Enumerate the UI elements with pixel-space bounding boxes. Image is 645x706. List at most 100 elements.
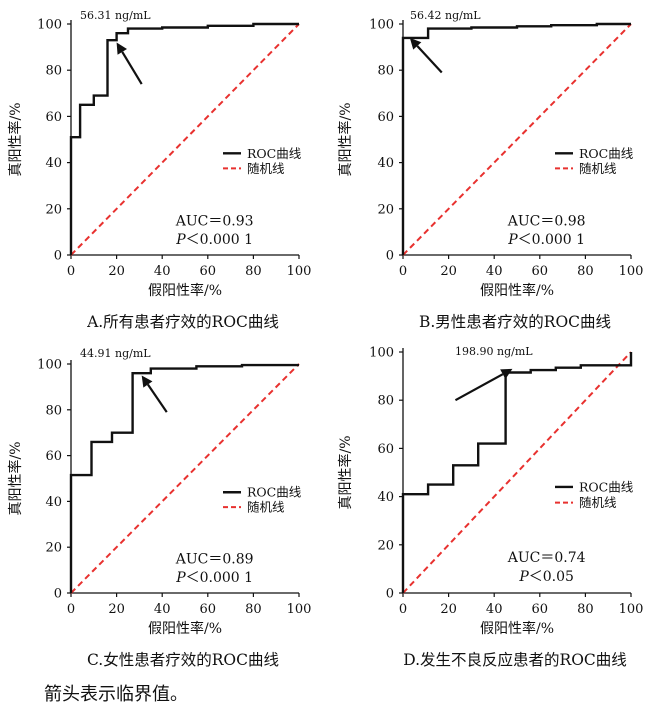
y-tick-label: 0 (386, 587, 394, 602)
p-value: P＜0.000 1 (175, 232, 253, 248)
y-tick-label: 100 (37, 18, 62, 33)
legend-roc-label: ROC曲线 (247, 485, 302, 500)
x-tick-label: 40 (154, 602, 171, 617)
threshold-arrow-shaft (416, 45, 443, 74)
x-axis-label: 假阳性率/% (148, 282, 222, 299)
threshold-label: 56.42 ng/mL (410, 9, 481, 22)
y-tick-label: 100 (369, 18, 394, 33)
x-tick-label: 20 (440, 264, 457, 279)
p-symbol: P (518, 569, 529, 585)
roc-curve (69, 22, 299, 255)
roc-panel-c: 0 20 40 60 80 100 0 20 40 60 80 100 假阳性率/% 真阳性率/% ROC曲… (7, 347, 312, 669)
x-tick-label: 0 (67, 602, 75, 617)
x-axis-label: 假阳性率/% (480, 620, 554, 637)
panel-caption: D.发生不良反应患者的ROC曲线 (403, 650, 627, 669)
y-tick-label: 60 (45, 449, 62, 464)
threshold-arrow-shaft (146, 383, 168, 413)
legend-roc-label: ROC曲线 (579, 146, 634, 161)
y-tick-label: 20 (45, 202, 62, 217)
x-tick-label: 40 (154, 264, 171, 279)
threshold-arrow-head (141, 375, 153, 388)
legend-roc-label: ROC曲线 (579, 479, 634, 494)
x-tick-label: 80 (577, 602, 594, 617)
x-tick-label: 60 (200, 264, 217, 279)
y-tick-label: 60 (377, 110, 394, 125)
roc-panel-b: 0 20 40 60 80 100 0 20 40 60 80 100 假阳性率/% 真阳性率/% ROC曲… (337, 9, 644, 331)
auc-value: AUC＝0.74 (507, 550, 586, 566)
random-line (70, 23, 300, 256)
x-axis-label: 假阳性率/% (480, 282, 554, 299)
x-tick-label: 20 (108, 264, 125, 279)
roc-panel-d: 0 20 40 60 80 100 0 20 40 60 80 100 假阳性率/% 真阳性率/% ROC曲… (337, 345, 644, 669)
threshold-arrow-head (116, 42, 127, 55)
p-value: P＜0.05 (518, 569, 574, 585)
threshold-arrow-shaft (121, 51, 143, 85)
legend-random-label: 随机线 (579, 161, 617, 176)
x-tick-label: 100 (619, 264, 644, 279)
x-tick-label: 100 (287, 264, 312, 279)
x-tick-label: 40 (486, 264, 503, 279)
y-tick-label: 100 (37, 358, 62, 373)
x-tick-label: 60 (200, 602, 217, 617)
threshold-arrow-shaft (454, 373, 504, 402)
auc-value: AUC＝0.89 (175, 552, 254, 568)
y-tick-label: 40 (45, 495, 62, 510)
legend-random-label: 随机线 (247, 500, 285, 515)
y-tick-label: 20 (45, 541, 62, 556)
p-value-text: ＜0.000 1 (518, 232, 585, 248)
threshold-arrow-head (500, 368, 513, 379)
x-tick-label: 80 (577, 264, 594, 279)
roc-curve (69, 363, 299, 593)
y-tick-label: 80 (377, 394, 394, 409)
x-tick-label: 0 (399, 602, 407, 617)
auc-value: AUC＝0.98 (507, 213, 586, 229)
x-tick-label: 20 (108, 602, 125, 617)
y-tick-label: 0 (54, 249, 62, 264)
y-axis-label: 真阳性率/% (337, 102, 354, 176)
panel-caption: C.女性患者疗效的ROC曲线 (87, 650, 279, 669)
panel-caption: A.所有患者疗效的ROC曲线 (86, 313, 279, 331)
y-tick-label: 80 (45, 403, 62, 418)
x-axis-label: 假阳性率/% (148, 620, 222, 637)
p-symbol: P (507, 232, 518, 248)
x-tick-label: 60 (532, 264, 549, 279)
y-tick-label: 40 (377, 490, 394, 505)
p-symbol: P (175, 570, 186, 586)
y-tick-label: 60 (377, 442, 394, 457)
x-tick-label: 20 (440, 602, 457, 617)
y-tick-label: 40 (45, 156, 62, 171)
random-line (402, 351, 632, 594)
p-value: P＜0.000 1 (175, 570, 253, 586)
threshold-label: 198.90 ng/mL (455, 345, 533, 358)
y-tick-label: 100 (369, 346, 394, 361)
x-tick-label: 80 (245, 264, 262, 279)
p-value-text: ＜0.05 (529, 569, 574, 585)
threshold-label: 56.31 ng/mL (80, 9, 151, 22)
x-tick-label: 0 (67, 264, 75, 279)
threshold-arrow-head (409, 37, 422, 50)
roc-curve (401, 22, 631, 255)
x-tick-label: 100 (287, 602, 312, 617)
y-axis-label: 真阳性率/% (7, 441, 24, 515)
y-tick-label: 60 (45, 110, 62, 125)
x-tick-label: 100 (619, 602, 644, 617)
legend-random-label: 随机线 (579, 495, 617, 510)
y-tick-label: 80 (377, 64, 394, 79)
y-axis-label: 真阳性率/% (7, 102, 24, 176)
auc-value: AUC＝0.93 (175, 213, 254, 229)
y-tick-label: 0 (386, 249, 394, 264)
p-value: P＜0.000 1 (507, 232, 585, 248)
y-axis-label: 真阳性率/% (337, 435, 354, 509)
y-tick-label: 40 (377, 156, 394, 171)
x-tick-label: 80 (245, 602, 262, 617)
random-line (70, 363, 300, 594)
p-value-text: ＜0.000 1 (186, 232, 253, 248)
y-tick-label: 20 (377, 202, 394, 217)
legend-roc-label: ROC曲线 (247, 146, 302, 161)
random-line (402, 23, 632, 256)
x-tick-label: 40 (486, 602, 503, 617)
legend-random-label: 随机线 (247, 161, 285, 176)
y-tick-label: 20 (377, 538, 394, 553)
threshold-label: 44.91 ng/mL (80, 347, 151, 360)
